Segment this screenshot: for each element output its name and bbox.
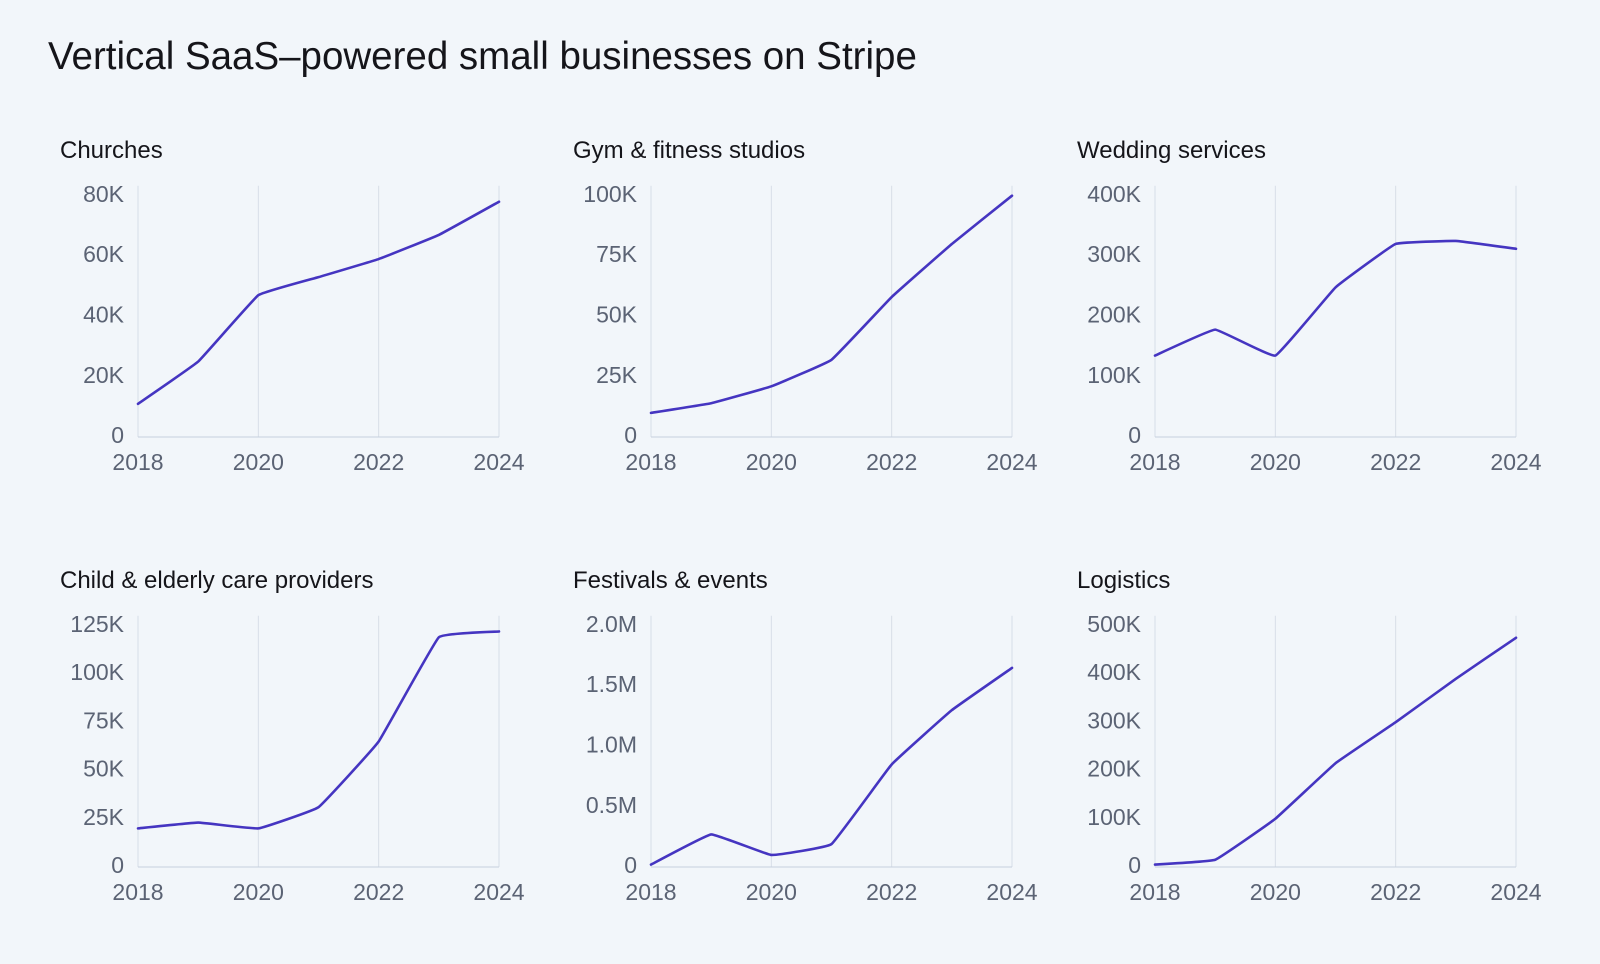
- svg-text:20K: 20K: [83, 362, 125, 388]
- svg-text:60K: 60K: [83, 241, 125, 267]
- svg-text:2024: 2024: [986, 879, 1037, 905]
- svg-text:100K: 100K: [70, 659, 124, 685]
- svg-text:2018: 2018: [1129, 879, 1180, 905]
- svg-text:2022: 2022: [353, 879, 404, 905]
- svg-text:2020: 2020: [746, 879, 797, 905]
- svg-text:0: 0: [1128, 852, 1141, 878]
- svg-text:50K: 50K: [83, 756, 125, 782]
- svg-text:2022: 2022: [866, 879, 917, 905]
- svg-text:2020: 2020: [233, 449, 284, 475]
- svg-text:400K: 400K: [1087, 659, 1141, 685]
- svg-text:2018: 2018: [112, 879, 163, 905]
- svg-text:2020: 2020: [1250, 449, 1301, 475]
- svg-text:2.0M: 2.0M: [586, 611, 637, 637]
- svg-text:400K: 400K: [1087, 181, 1141, 207]
- svg-text:0: 0: [111, 422, 124, 448]
- svg-text:40K: 40K: [83, 301, 125, 327]
- svg-text:2020: 2020: [746, 449, 797, 475]
- svg-text:0.5M: 0.5M: [586, 792, 637, 818]
- svg-text:2020: 2020: [233, 879, 284, 905]
- svg-text:500K: 500K: [1087, 611, 1141, 637]
- svg-text:200K: 200K: [1087, 756, 1141, 782]
- svg-text:25K: 25K: [83, 804, 125, 830]
- svg-text:2022: 2022: [866, 449, 917, 475]
- svg-text:1.0M: 1.0M: [586, 731, 637, 757]
- svg-text:75K: 75K: [596, 241, 638, 267]
- svg-text:1.5M: 1.5M: [586, 671, 637, 697]
- svg-text:2024: 2024: [1490, 879, 1541, 905]
- svg-text:75K: 75K: [83, 707, 125, 733]
- svg-text:25K: 25K: [596, 362, 638, 388]
- svg-text:0: 0: [1128, 422, 1141, 448]
- svg-text:2024: 2024: [986, 449, 1037, 475]
- svg-text:100K: 100K: [583, 181, 637, 207]
- svg-text:200K: 200K: [1087, 301, 1141, 327]
- svg-text:0: 0: [624, 852, 637, 878]
- svg-text:300K: 300K: [1087, 241, 1141, 267]
- svg-text:0: 0: [111, 852, 124, 878]
- svg-text:50K: 50K: [596, 301, 638, 327]
- svg-text:300K: 300K: [1087, 707, 1141, 733]
- svg-text:2024: 2024: [473, 449, 524, 475]
- svg-text:100K: 100K: [1087, 362, 1141, 388]
- svg-text:2024: 2024: [1490, 449, 1541, 475]
- svg-text:2018: 2018: [1129, 449, 1180, 475]
- svg-text:2018: 2018: [112, 449, 163, 475]
- svg-text:125K: 125K: [70, 611, 124, 637]
- svg-text:100K: 100K: [1087, 804, 1141, 830]
- svg-text:0: 0: [624, 422, 637, 448]
- svg-text:2022: 2022: [1370, 449, 1421, 475]
- svg-text:2022: 2022: [353, 449, 404, 475]
- svg-text:2018: 2018: [625, 879, 676, 905]
- svg-text:2022: 2022: [1370, 879, 1421, 905]
- svg-text:2020: 2020: [1250, 879, 1301, 905]
- svg-text:2024: 2024: [473, 879, 524, 905]
- svg-text:2018: 2018: [625, 449, 676, 475]
- svg-text:80K: 80K: [83, 181, 125, 207]
